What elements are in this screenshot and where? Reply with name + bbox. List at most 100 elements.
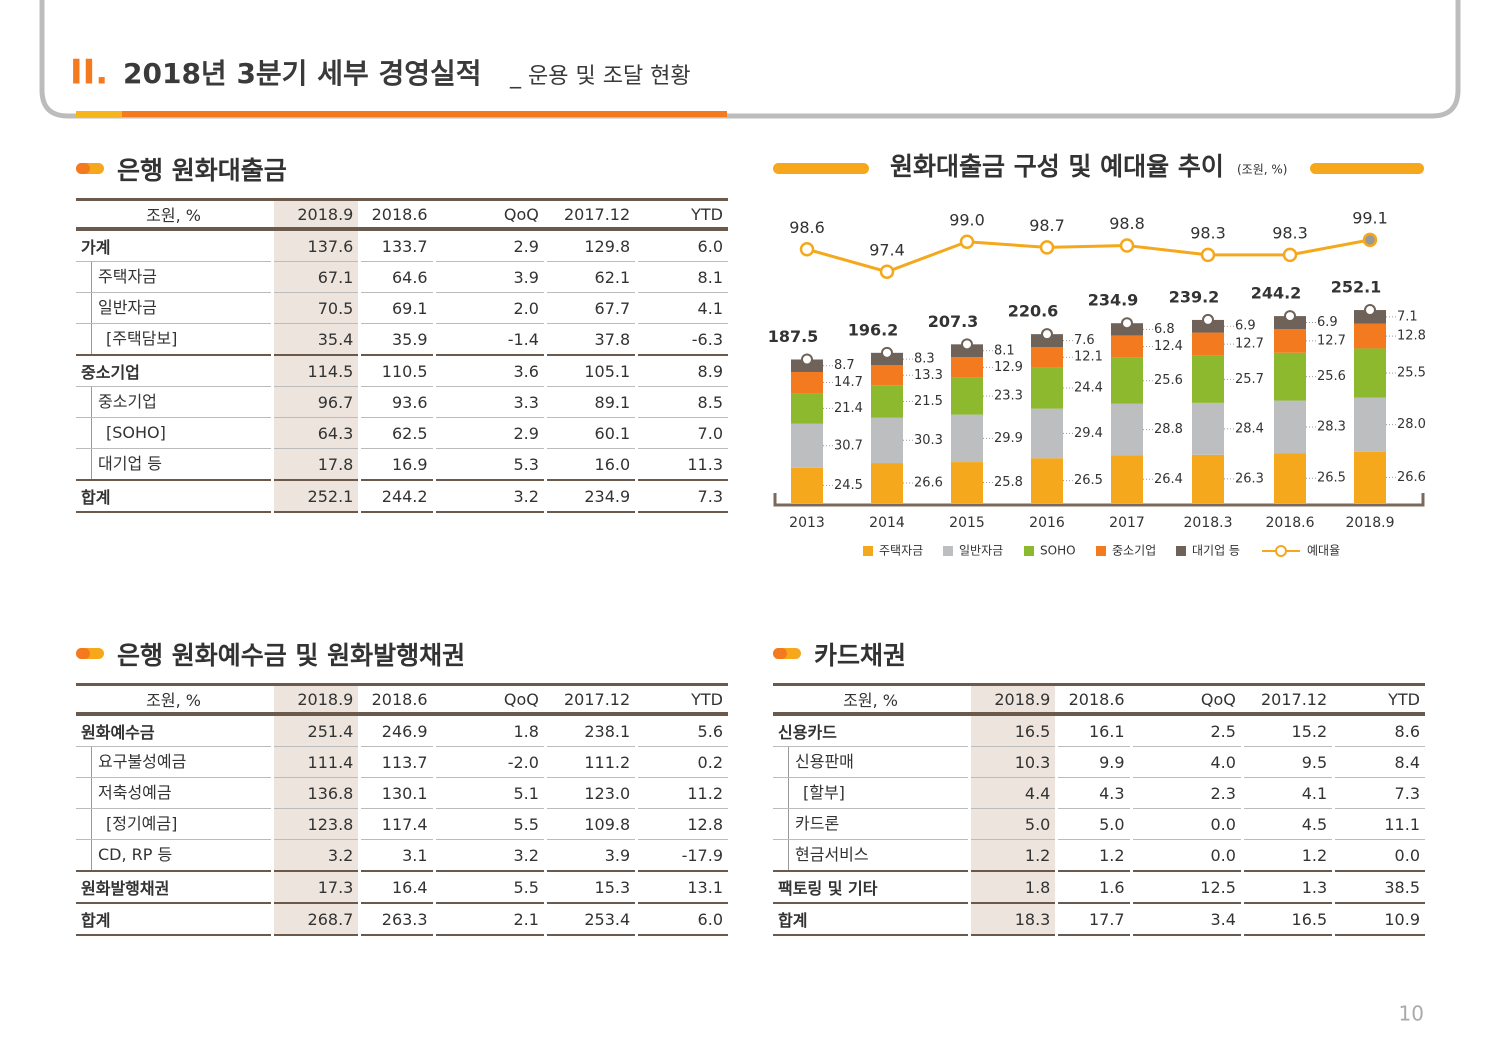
table-cell: 1.2 [968, 839, 1057, 872]
legend-swatch [1096, 546, 1106, 556]
table-cell: 15.2 [1240, 713, 1334, 747]
line-label: 98.3 [1190, 223, 1226, 242]
segment-label: 30.7 [834, 438, 863, 453]
table-cell: 8.1 [635, 261, 728, 293]
section-title: 카드채권 [814, 641, 907, 670]
segment-label: 25.8 [994, 475, 1023, 490]
bar-pin [1202, 313, 1214, 326]
table-cell: 105.1 [543, 354, 637, 387]
table-cell: 133.7 [358, 228, 435, 262]
line-point [1119, 238, 1135, 253]
bar-segment [1354, 323, 1386, 349]
legend-label: 대기업 등 [1192, 544, 1240, 558]
total-label: 187.5 [768, 327, 819, 346]
table-cell: 13.1 [635, 870, 728, 904]
page-number: 10 [1399, 1002, 1424, 1026]
segment-label: 26.6 [1397, 470, 1426, 485]
bar-segment [1354, 397, 1386, 452]
table-cell: 137.6 [271, 228, 360, 262]
table-cell: [할부] [773, 777, 970, 809]
table-cell: 카드론 [773, 808, 970, 840]
segment-label: 12.1 [1074, 350, 1103, 365]
bar-segment [951, 462, 983, 503]
table-row: [SOHO] 64.3 62.5 2.9 60.1 7.0 [76, 417, 728, 449]
bar-segment [1274, 352, 1306, 401]
header-cell: QoQ [432, 198, 546, 231]
chart-unit: (조원, %) [1237, 163, 1287, 177]
table-cell: 89.1 [543, 386, 637, 418]
table-cell: 38.5 [1332, 870, 1425, 904]
total-label: 239.2 [1169, 287, 1220, 306]
bar-segment [1192, 355, 1224, 403]
x-tick-label: 2018.3 [1184, 515, 1233, 531]
table-cell: 16.1 [1055, 713, 1132, 747]
segment-label: 29.4 [1074, 426, 1103, 441]
table-cell: 0.0 [1129, 808, 1243, 840]
row-label: 원화발행채권 [81, 879, 170, 898]
table-cell: -17.9 [635, 839, 728, 872]
table-cell: 67.7 [543, 292, 637, 324]
table-cell: 1.8 [968, 870, 1057, 904]
line-label: 97.4 [869, 240, 905, 259]
table-cell: 2.1 [432, 902, 546, 936]
header-cell: QoQ [1129, 683, 1243, 716]
total-label: 196.2 [848, 320, 899, 339]
bar-segment [1031, 346, 1063, 368]
table-row: 일반자금 70.5 69.1 2.0 67.7 4.1 [76, 292, 728, 324]
title-pill [773, 163, 869, 174]
table-cell: 246.9 [358, 713, 435, 747]
table-cell: 7.3 [1332, 777, 1425, 809]
table-row: 합계 268.7 263.3 2.1 253.4 6.0 [76, 902, 728, 936]
table-row: 대기업 등 17.8 16.9 5.3 16.0 11.3 [76, 448, 728, 481]
table-cell: [정기예금] [76, 808, 273, 840]
table-row: 신용카드 16.5 16.1 2.5 15.2 8.6 [773, 713, 1425, 747]
table-cell: 0.0 [1129, 839, 1243, 872]
table-cell: 신용판매 [773, 746, 970, 778]
bar-segment [1111, 455, 1143, 503]
bar-pin [1364, 304, 1376, 317]
line-label: 98.6 [789, 218, 825, 237]
table-row: 합계 18.3 17.7 3.4 16.5 10.9 [773, 902, 1425, 936]
table-cell: 1.3 [1240, 870, 1334, 904]
row-label: 신용카드 [778, 723, 837, 742]
segment-label: 7.1 [1397, 309, 1418, 324]
header-cell: 2018.6 [358, 198, 435, 231]
row-label: 신용판매 [788, 747, 854, 777]
table-cell: 11.2 [635, 777, 728, 809]
table-cell: 7.0 [635, 417, 728, 449]
header-cell: 2017.12 [543, 198, 637, 231]
x-tick-label: 2014 [869, 515, 905, 531]
row-label: [할부] [788, 778, 845, 808]
segment-label: 26.6 [914, 476, 943, 491]
table-row: 가계 137.6 133.7 2.9 129.8 6.0 [76, 228, 728, 262]
data-table: 조원, % 2018.9 2018.6 QoQ 2017.12 YTD 가계 137.6 133… [76, 198, 728, 513]
legend-swatch [1275, 545, 1287, 557]
segment-label: 7.6 [1074, 333, 1095, 348]
legend-label: 예대율 [1307, 544, 1340, 558]
table-cell: 2.3 [1129, 777, 1243, 809]
table-cell: 37.8 [543, 323, 637, 356]
bar-segment [871, 352, 903, 366]
table-cell: 4.5 [1240, 808, 1334, 840]
table-cell: 5.6 [635, 713, 728, 747]
line-point [959, 234, 975, 249]
header-row: 조원, % 2018.9 2018.6 QoQ 2017.12 YTD [76, 683, 728, 716]
table-row: 저축성예금 136.8 130.1 5.1 123.0 11.2 [76, 777, 728, 809]
table-cell: 70.5 [271, 292, 360, 324]
table-cell: 123.0 [543, 777, 637, 809]
row-label: 합계 [81, 488, 111, 507]
bar-segment [1031, 367, 1063, 409]
total-label: 244.2 [1251, 284, 1302, 303]
bar-segment [951, 344, 983, 358]
table-cell: 17.3 [271, 870, 360, 904]
x-tick-label: 2016 [1029, 515, 1065, 531]
header-cell: 2018.9 [968, 683, 1057, 716]
header-row: 조원, % 2018.9 2018.6 QoQ 2017.12 YTD [773, 683, 1425, 716]
segment-label: 28.8 [1154, 422, 1183, 437]
segment-label: 26.5 [1317, 471, 1346, 486]
row-label: 일반자금 [91, 293, 157, 323]
table-cell: 15.3 [543, 870, 637, 904]
table-cell: 신용카드 [773, 713, 970, 747]
segment-label: 14.7 [834, 375, 863, 390]
bar-pin [961, 338, 973, 351]
